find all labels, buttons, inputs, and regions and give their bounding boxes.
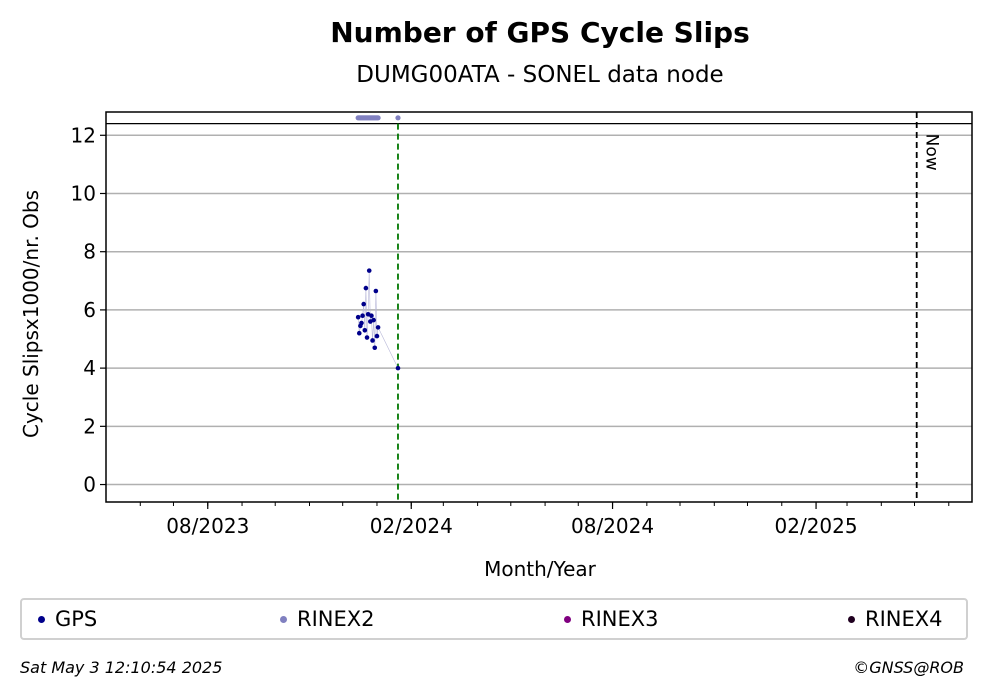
- legend-item-rinex3: RINEX3: [564, 607, 659, 631]
- footer-timestamp: Sat May 3 12:10:54 2025: [20, 658, 223, 677]
- y-axis-label: Cycle Slipsx1000/nr. Obs: [19, 190, 43, 438]
- legend-label: RINEX3: [581, 607, 659, 631]
- legend-label: RINEX2: [297, 607, 375, 631]
- y-tick-label: 10: [71, 181, 96, 205]
- y-tick-label: 6: [83, 298, 96, 322]
- rinex2-data-point: [395, 115, 401, 121]
- gps-data-point: [366, 268, 372, 273]
- y-tick-label: 4: [83, 356, 96, 380]
- gps-data-point: [361, 301, 366, 307]
- gps-data-point: [370, 338, 375, 343]
- x-tick-label: 02/2024: [370, 514, 453, 538]
- chart-subtitle: DUMG00ATA - SONEL data node: [356, 62, 723, 88]
- x-axis-label: Month/Year: [484, 557, 597, 581]
- x-tick-label: 02/2025: [775, 514, 858, 538]
- legend-marker: [848, 615, 855, 623]
- gps-data-point: [362, 327, 368, 333]
- gps-data-point: [360, 313, 365, 319]
- legend-item-gps: GPS: [38, 607, 97, 631]
- footer-credit: ©GNSS@ROB: [853, 658, 964, 677]
- gps-data-point: [374, 333, 380, 339]
- chart-title: Number of GPS Cycle Slips: [330, 16, 750, 49]
- gps-data-point: [369, 313, 374, 319]
- gps-data-point: [363, 285, 369, 291]
- gps-data-point: [372, 345, 378, 351]
- legend-label: GPS: [55, 607, 98, 631]
- legend-label: RINEX4: [865, 607, 943, 631]
- y-tick-label: 12: [71, 123, 96, 147]
- y-tick-label: 0: [83, 473, 96, 497]
- gps-series-line: [357, 270, 399, 369]
- x-tick-label: 08/2024: [571, 514, 654, 538]
- gps-data-point: [395, 365, 401, 371]
- now-label: Now: [922, 134, 942, 171]
- gps-data-point: [355, 314, 361, 320]
- legend-marker: [564, 615, 571, 623]
- legend-marker: [38, 615, 45, 623]
- legend-item-rinex4: RINEX4: [848, 607, 943, 631]
- gps-data-point: [371, 317, 376, 323]
- x-tick-label: 08/2023: [166, 514, 249, 538]
- y-tick-label: 8: [83, 240, 96, 264]
- chart: Number of GPS Cycle Slips DUMG00ATA - SO…: [19, 16, 973, 581]
- gps-data-point: [359, 320, 364, 326]
- legend-marker: [280, 615, 287, 623]
- gps-data-point: [373, 288, 379, 294]
- legend-item-rinex2: RINEX2: [280, 607, 375, 631]
- legend: GPS RINEX2 RINEX3 RINEX4: [20, 598, 968, 640]
- gps-data-point: [356, 330, 362, 336]
- rinex2-data-point: [375, 115, 381, 121]
- gps-data-point: [364, 335, 370, 340]
- axes-frame: [105, 111, 973, 503]
- y-tick-label: 2: [83, 414, 96, 438]
- plot-area: 0 2 4 6 8 10 12 08/2023 02/2024 08/2024 02/2025 Now: [71, 111, 973, 538]
- gps-data-point: [375, 325, 381, 330]
